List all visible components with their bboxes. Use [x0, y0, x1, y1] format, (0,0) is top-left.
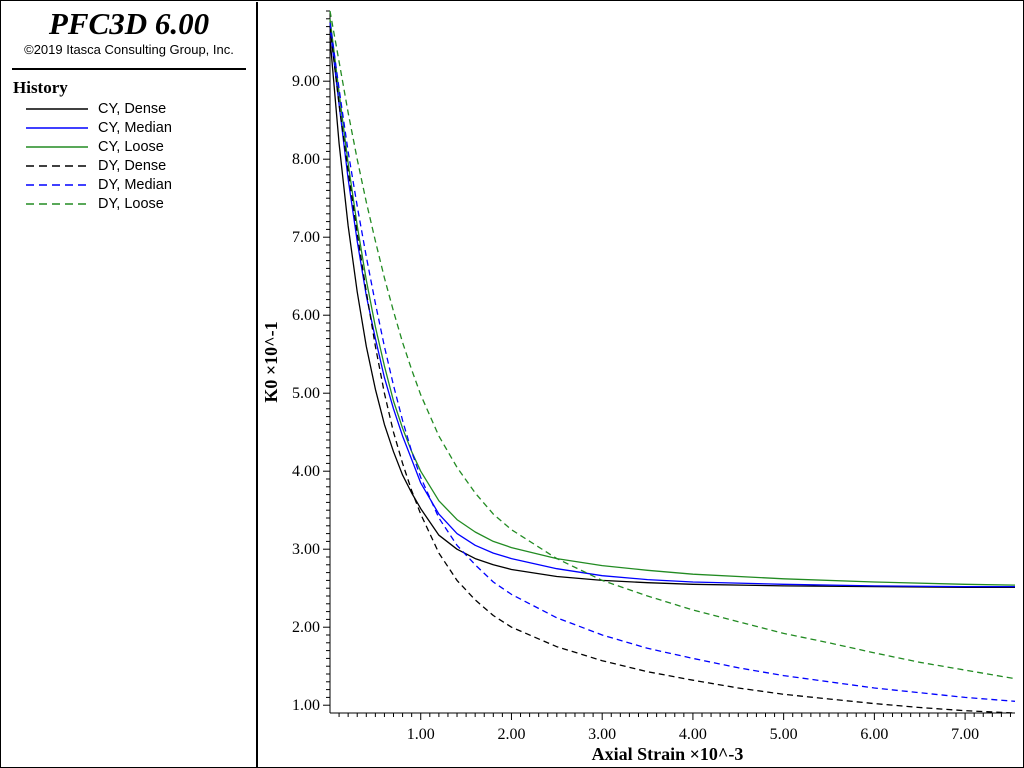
y-tick-label: 5.00 [292, 385, 320, 402]
app-title: PFC3D 6.00 [48, 6, 210, 41]
legend-swatch [26, 165, 88, 167]
y-tick-label: 7.00 [292, 229, 320, 246]
y-tick-label: 3.00 [292, 541, 320, 558]
x-tick-label: 2.00 [497, 726, 525, 743]
y-tick-label: 4.00 [292, 463, 320, 480]
legend-label: DY, Dense [98, 158, 167, 174]
legend-label: CY, Loose [98, 139, 164, 155]
legend-swatch [26, 184, 88, 186]
legend-item-cy-loose: CY, Loose [26, 138, 246, 157]
plot-area: 1.00 2.00 3.00 4.00 5.00 6.00 7.00 1.00 2.00 3.00… [261, 10, 1016, 764]
legend-item-cy-median: CY, Median [26, 119, 246, 138]
legend-panel: PFC3D 6.00 ©2019 Itasca Consulting Group… [2, 2, 258, 767]
series-line-cy-median [329, 26, 1015, 588]
title-divider [12, 68, 246, 70]
y-tick-label: 2.00 [292, 619, 320, 636]
y-tick-label: 6.00 [292, 307, 320, 324]
legend-label: DY, Median [98, 177, 172, 193]
series-layer [329, 10, 1016, 714]
series-line-cy-dense [329, 38, 1015, 589]
x-tick-label: 5.00 [770, 726, 798, 743]
series-line-dy-dense [329, 26, 1016, 714]
legend-label: DY, Loose [98, 196, 164, 212]
x-tick-label: 7.00 [951, 726, 979, 743]
x-tick-label: 4.00 [679, 726, 707, 743]
legend-label: CY, Dense [98, 101, 167, 117]
x-tick-label: 1.00 [407, 726, 435, 743]
y-tick-label: 8.00 [292, 151, 320, 168]
legend-item-dy-median: DY, Median [26, 176, 246, 195]
legend-item-cy-dense: CY, Dense [26, 100, 246, 119]
series-line-cy-loose [329, 18, 1016, 586]
x-axis-label: Axial Strain ×10^-3 [592, 744, 744, 764]
legend-swatch [26, 146, 88, 148]
x-tick-label: 3.00 [588, 726, 616, 743]
y-axis-label: K0 ×10^-1 [261, 321, 281, 402]
y-tick-label: 9.00 [292, 73, 320, 90]
legend-swatch [26, 127, 88, 129]
legend-item-dy-dense: DY, Dense [26, 157, 246, 176]
legend-list: CY, Dense CY, Median CY, Loose DY, Dense DY,… [26, 100, 246, 214]
copyright-text: ©2019 Itasca Consulting Group, Inc. [24, 42, 234, 57]
legend-label: CY, Median [98, 120, 172, 136]
legend-swatch [26, 203, 88, 205]
legend-title: History [13, 78, 68, 97]
axes-layer: 1.00 2.00 3.00 4.00 5.00 6.00 7.00 1.00 2.00 3.00… [292, 10, 1015, 743]
series-line-dy-loose [329, 10, 1016, 680]
series-line-dy-median [329, 22, 1016, 702]
legend-swatch [26, 108, 88, 110]
legend-item-dy-loose: DY, Loose [26, 195, 246, 214]
y-tick-label: 1.00 [292, 697, 320, 714]
x-tick-label: 6.00 [860, 726, 888, 743]
